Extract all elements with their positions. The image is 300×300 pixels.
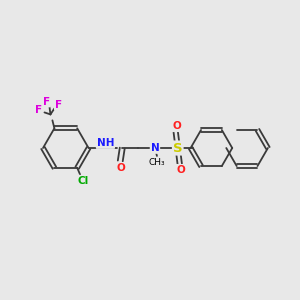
Text: F: F bbox=[35, 106, 42, 116]
Text: F: F bbox=[43, 97, 50, 106]
Text: O: O bbox=[172, 121, 181, 131]
Text: N: N bbox=[151, 143, 159, 153]
Text: NH: NH bbox=[97, 138, 114, 148]
Text: CH₃: CH₃ bbox=[148, 158, 165, 167]
Text: Cl: Cl bbox=[77, 176, 89, 186]
Text: F: F bbox=[55, 100, 62, 110]
Text: S: S bbox=[173, 142, 183, 154]
Text: O: O bbox=[117, 163, 126, 173]
Text: O: O bbox=[176, 165, 185, 175]
